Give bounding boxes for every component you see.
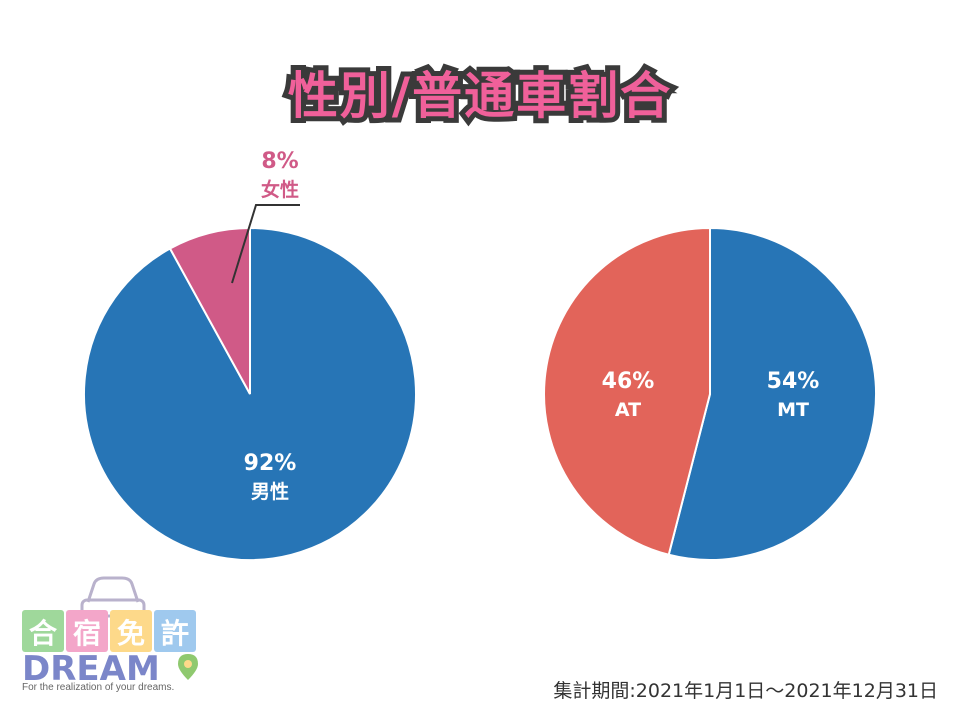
data-label-percent: 8% — [261, 149, 298, 174]
data-label-name: 女性 — [261, 178, 299, 201]
chart-title: 性別/普通車割合 — [283, 62, 675, 130]
data-label-name: MT — [777, 399, 809, 421]
pie-slice-AT — [543, 226, 711, 556]
map-pin-icon — [178, 654, 198, 680]
logo-tagline: For the realization of your dreams. — [22, 682, 175, 693]
data-label-percent: 92% — [244, 451, 297, 476]
data-label-percent: 46% — [602, 369, 655, 394]
dream-logo: 合 宿 免 許 DREAM For the realization of you… — [18, 572, 208, 702]
data-label-percent: 54% — [767, 369, 820, 394]
logo-char: 許 — [161, 617, 189, 650]
logo-block — [154, 610, 196, 652]
logo-wordmark: DREAM — [22, 649, 160, 687]
logo-graphic: 合 宿 免 許 DREAM — [22, 576, 198, 689]
data-label-name: AT — [615, 399, 641, 421]
logo-char: 免 — [117, 617, 145, 650]
logo-char: 合 — [29, 617, 58, 650]
logo-char: 宿 — [73, 617, 101, 650]
logo-block — [110, 610, 152, 652]
title-wrap: 性別/普通車割合 — [0, 56, 960, 130]
pie-slice-MT — [667, 226, 877, 561]
logo-block — [22, 610, 64, 652]
aggregation-period: 集計期間:2021年1月1日～2021年12月31日 — [553, 680, 938, 702]
leader-line — [231, 204, 300, 284]
logo-block — [66, 610, 108, 652]
data-label-name: 男性 — [251, 480, 289, 503]
